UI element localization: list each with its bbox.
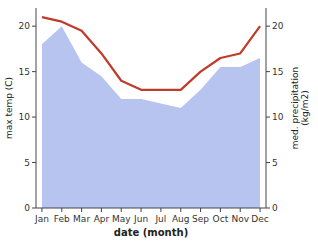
plot-area bbox=[42, 17, 260, 208]
x-axis-line bbox=[36, 208, 266, 209]
x-tick bbox=[101, 208, 102, 212]
x-tick bbox=[240, 208, 241, 212]
y2-tick bbox=[266, 71, 270, 72]
x-tick-label: Mar bbox=[73, 214, 90, 224]
y-tick-label: 0 bbox=[24, 203, 30, 213]
x-tick-label: Dec bbox=[251, 214, 268, 224]
y-axis-line bbox=[36, 8, 37, 208]
x-tick bbox=[41, 208, 42, 212]
chart-container: 0 5 10 15 20 0 5 10 15 20 Jan FebMar AprMayJun Jul Aug… bbox=[0, 0, 318, 242]
y2-axis-line bbox=[266, 8, 267, 208]
x-tick bbox=[260, 208, 261, 212]
y2-axis-label: med. precipitation(kg/m2) bbox=[290, 67, 310, 149]
y2-tick bbox=[266, 26, 270, 27]
x-tick bbox=[200, 208, 201, 212]
x-tick-label: Nov bbox=[231, 214, 249, 224]
x-tick bbox=[61, 208, 62, 212]
y2-tick bbox=[266, 117, 270, 118]
x-tick bbox=[160, 208, 161, 212]
x-tick bbox=[121, 208, 122, 212]
chart: 0 5 10 15 20 0 5 10 15 20 Jan FebMar AprMayJun Jul Aug… bbox=[0, 0, 318, 242]
y2-axis-label-line: (kg/m2) bbox=[300, 90, 310, 125]
x-tick bbox=[81, 208, 82, 212]
x-axis-label: date (month) bbox=[114, 227, 188, 238]
y-tick-label: 15 bbox=[19, 67, 30, 77]
y2-tick-label: 20 bbox=[272, 21, 284, 31]
temperature-line bbox=[42, 17, 260, 90]
y-tick bbox=[32, 208, 36, 209]
x-tick-label: Jun bbox=[133, 214, 148, 224]
x-tick-label: Jan bbox=[34, 214, 49, 224]
y2-tick-label: 5 bbox=[272, 158, 278, 168]
x-tick bbox=[180, 208, 181, 212]
y-tick bbox=[32, 162, 36, 163]
x-tick-label: May bbox=[112, 214, 131, 224]
y-axis-label: max temp (C) bbox=[4, 77, 14, 139]
y-tick-label: 10 bbox=[19, 112, 31, 122]
x-tick-label: Aug bbox=[172, 214, 190, 224]
precipitation-area bbox=[42, 26, 260, 208]
x-tick bbox=[220, 208, 221, 212]
x-tick-label: Apr bbox=[94, 214, 110, 224]
x-tick-label: Sep bbox=[192, 214, 209, 224]
x-tick-label: Oct bbox=[213, 214, 229, 224]
y-tick bbox=[32, 71, 36, 72]
y-tick-label: 5 bbox=[24, 158, 30, 168]
y2-tick bbox=[266, 208, 270, 209]
y2-tick bbox=[266, 162, 270, 163]
y2-axis-label-line: med. precipitation bbox=[290, 67, 300, 149]
y-tick-label: 20 bbox=[19, 21, 31, 31]
x-tick-label: Feb bbox=[54, 214, 70, 224]
y2-tick-label: 10 bbox=[272, 112, 284, 122]
y-tick bbox=[32, 117, 36, 118]
y2-tick-label: 15 bbox=[272, 67, 283, 77]
y-tick bbox=[32, 26, 36, 27]
x-tick-label: Jul bbox=[154, 214, 166, 224]
y2-tick-label: 0 bbox=[272, 203, 278, 213]
x-tick bbox=[141, 208, 142, 212]
